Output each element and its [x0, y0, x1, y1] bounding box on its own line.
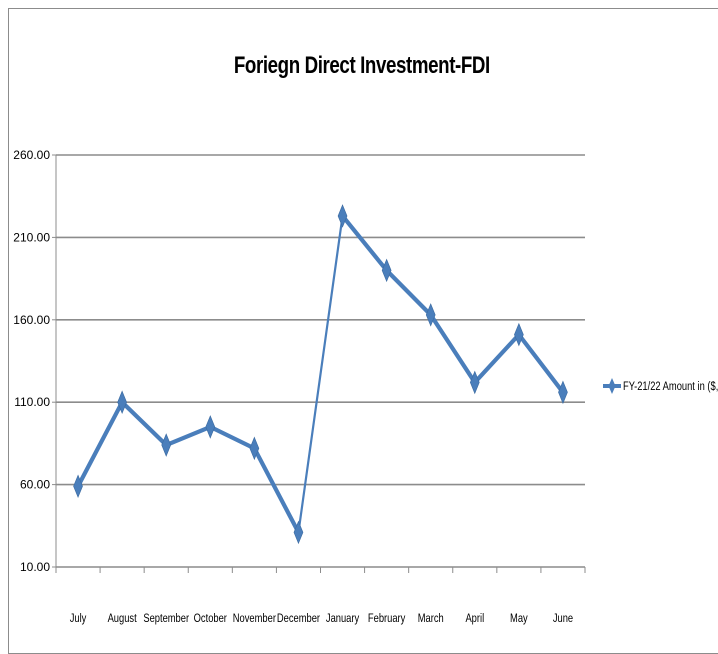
y-axis-ticks: 10.00 60.00 110.00 160.00 210.00 260.00: [13, 148, 50, 574]
data-point-marker: [514, 322, 524, 347]
series-line-segment: [516, 332, 566, 395]
series-line-segment: [428, 312, 477, 385]
legend-label: FY-21/22 Amount in ($, m: [623, 380, 718, 393]
data-point-marker: [293, 520, 304, 545]
series-line-segment: [297, 214, 344, 534]
series-line-segment: [384, 268, 433, 317]
data-point-marker: [558, 380, 568, 405]
x-tick-label: May: [510, 612, 528, 625]
series-line-segment: [75, 400, 125, 489]
chart-title: Foriegn Direct Investment-FDI: [233, 52, 490, 79]
x-tick-label: September: [143, 612, 189, 625]
data-point-marker: [205, 415, 216, 439]
data-point-marker: [381, 258, 392, 283]
y-tick-label: 260.00: [13, 148, 50, 162]
x-axis-ticks: July August September October November Decemb…: [70, 612, 573, 625]
x-tick-label: June: [553, 612, 573, 625]
data-point-marker: [117, 390, 127, 414]
x-tick-label: February: [368, 612, 406, 625]
x-tick-label: July: [70, 612, 87, 625]
x-tick-label: October: [194, 612, 228, 625]
data-point-marker: [73, 474, 83, 499]
series-line-segment: [164, 424, 213, 448]
y-tick-label: 210.00: [13, 230, 50, 244]
x-tick-label: April: [465, 612, 484, 625]
x-tick-label: August: [108, 612, 137, 625]
y-tick-label: 60.00: [20, 478, 50, 492]
data-point-marker: [161, 433, 172, 457]
data-point-marker: [249, 436, 260, 461]
x-tick-label: January: [326, 612, 360, 625]
x-tick-label: December: [277, 612, 320, 625]
chart-frame: [8, 8, 718, 654]
legend: FY-21/22 Amount in ($, m: [603, 378, 718, 394]
data-point-marker: [469, 370, 480, 395]
y-tick-label: 160.00: [13, 313, 50, 327]
series-line-segment: [472, 332, 521, 385]
x-tick-label: November: [233, 612, 276, 625]
series-group: [73, 204, 568, 545]
data-point-marker: [337, 204, 348, 228]
gridlines: [56, 154, 585, 486]
axes: [52, 154, 586, 573]
data-point-marker: [425, 303, 436, 327]
series-line-segment: [252, 446, 301, 535]
legend-marker: [608, 378, 616, 394]
series-line-segment: [120, 400, 169, 448]
series-line-segment: [340, 213, 389, 273]
y-tick-label: 10.00: [20, 560, 50, 574]
y-tick-label: 110.00: [14, 395, 50, 409]
series-line-segment: [208, 424, 257, 451]
x-tick-label: March: [418, 612, 444, 625]
